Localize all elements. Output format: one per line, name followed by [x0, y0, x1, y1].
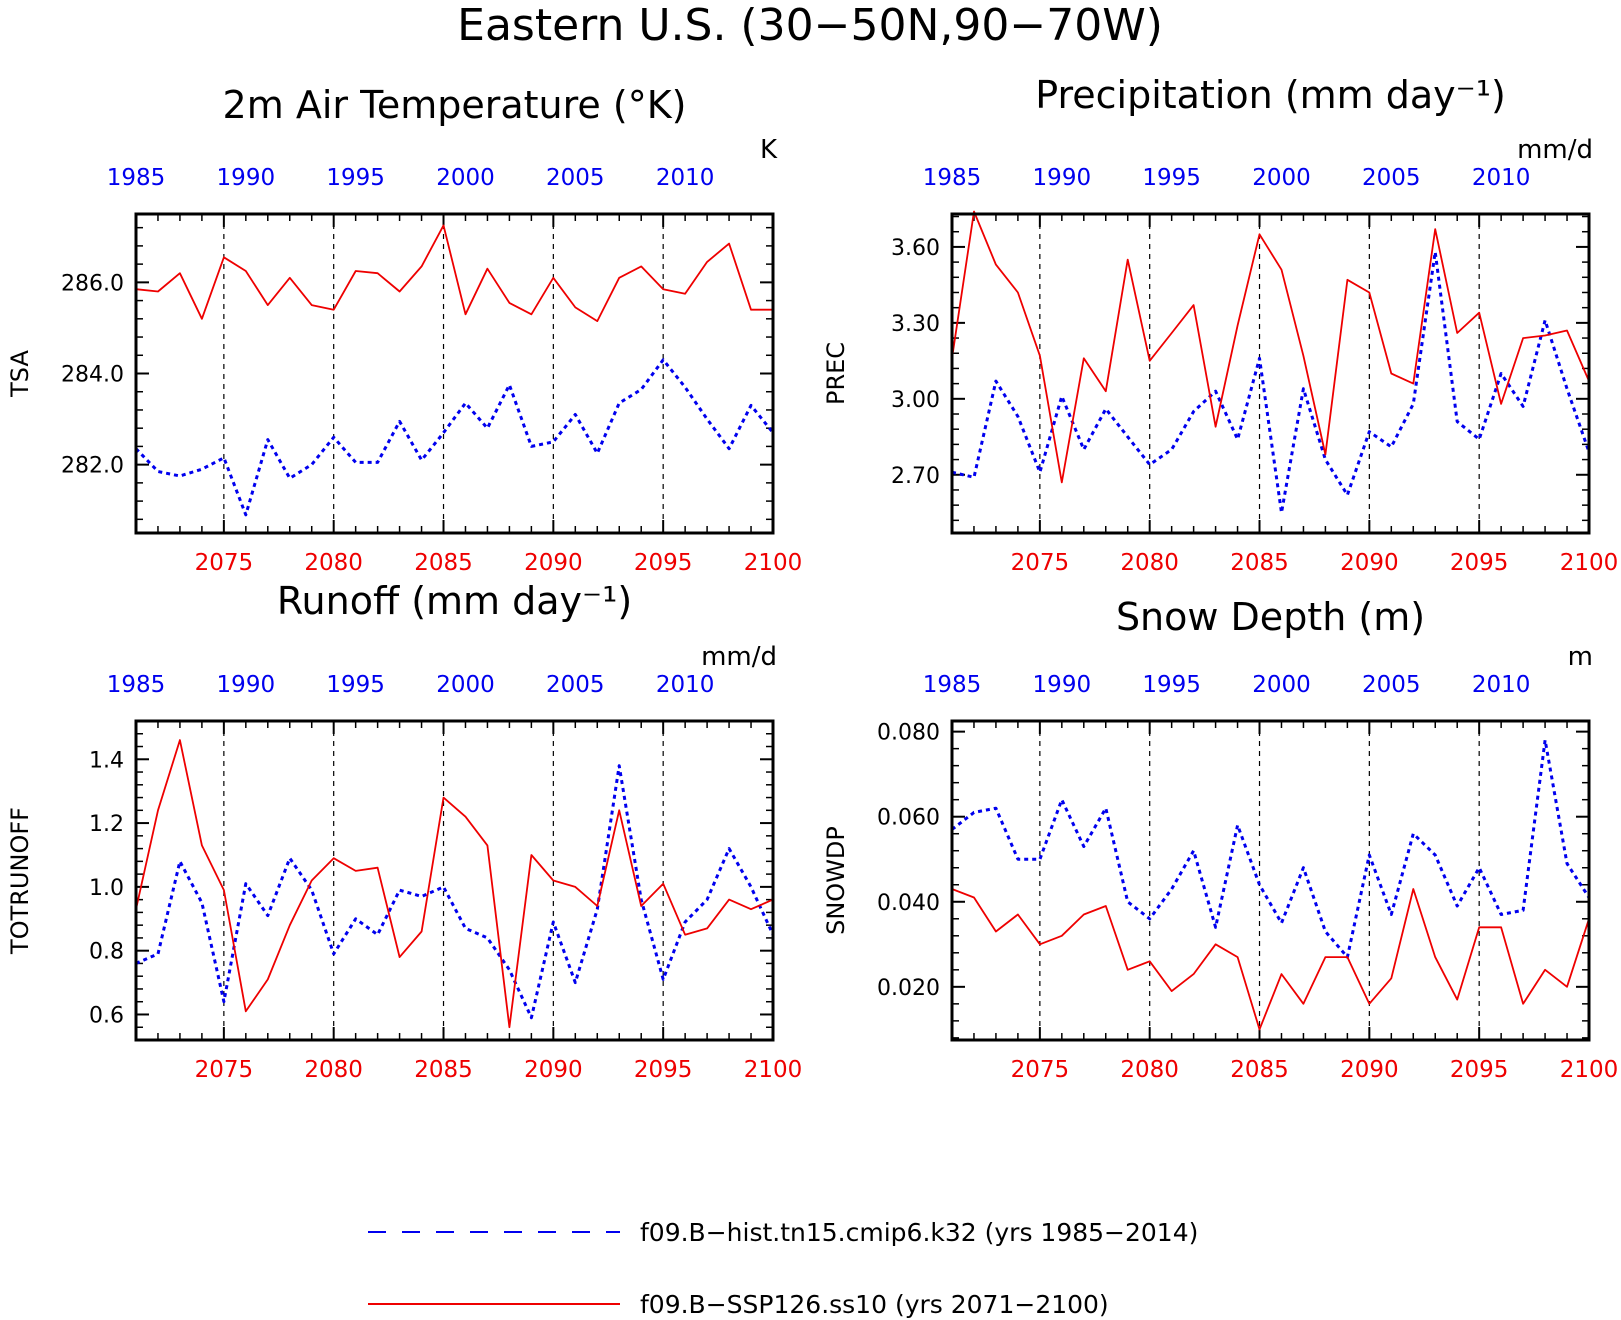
x-tick-label-top: 2000: [1252, 165, 1311, 191]
y-tick-label: 0.6: [89, 1003, 124, 1028]
y-tick-label: 3.30: [891, 312, 940, 337]
x-tick-label-bottom: 2095: [634, 550, 693, 576]
x-tick-label-top: 2010: [1472, 165, 1531, 191]
y-tick-label: 3.60: [891, 236, 940, 261]
y-tick-label: 0.040: [877, 891, 940, 916]
series-line-hist: [951, 250, 1591, 515]
x-tick-label-bottom: 2090: [1340, 1057, 1399, 1083]
x-tick-label-bottom: 2085: [414, 1057, 473, 1083]
units-label: K: [760, 135, 778, 165]
y-tick-label: 2.70: [891, 464, 940, 489]
x-tick-label-top: 2010: [1472, 672, 1531, 698]
panel-air-temperature: 2m Air Temperature (°K) K TSA 2075 2080 2085 2…: [6, 83, 802, 576]
x-tick-label-top: 1995: [1142, 672, 1201, 698]
x-tick-label-bottom: 2090: [1340, 550, 1399, 576]
x-tick-label-bottom: 2075: [195, 1057, 254, 1083]
y-tick-label: 282.0: [61, 454, 124, 479]
x-tick-label-bottom: 2075: [1011, 1057, 1070, 1083]
x-tick-label-bottom: 2080: [1120, 550, 1179, 576]
x-tick-label-top: 1990: [217, 165, 276, 191]
y-axis-label: SNOWDP: [822, 826, 850, 935]
units-label: mm/d: [1517, 135, 1593, 165]
y-tick-label: 1.0: [89, 876, 124, 901]
x-tick-label-top: 1985: [923, 165, 982, 191]
x-tick-label-bottom: 2090: [524, 1057, 583, 1083]
y-axis-label: TSA: [6, 350, 34, 398]
x-tick-label-bottom: 2100: [1560, 550, 1619, 576]
series-line-ssp: [135, 224, 773, 323]
plot-frame: [134, 212, 775, 535]
units-label: mm/d: [701, 642, 777, 672]
x-tick-label-top: 2005: [1362, 165, 1421, 191]
x-tick-label-bottom: 2090: [524, 550, 583, 576]
y-tick-label: 1.4: [89, 748, 124, 773]
x-tick-label-top: 1985: [923, 672, 982, 698]
y-tick-label: 0.8: [89, 940, 124, 965]
y-axis-label: PREC: [822, 342, 850, 405]
x-tick-label-bottom: 2100: [1560, 1057, 1619, 1083]
panel-title: Precipitation (mm day⁻¹): [1035, 73, 1506, 117]
x-tick-label-bottom: 2080: [304, 1057, 363, 1083]
x-tick-label-top: 2005: [546, 165, 605, 191]
x-tick-label-top: 2005: [1362, 672, 1421, 698]
plot-frame: [134, 719, 775, 1042]
y-axis-label: TOTRUNOFF: [6, 807, 34, 955]
legend-hist-label: f09.B−hist.tn15.cmip6.k32 (yrs 1985−2014…: [640, 1218, 1198, 1247]
panel-snow-depth: Snow Depth (m) m SNOWDP 2075 2080 2085 2090 209…: [822, 595, 1618, 1083]
x-tick-label-bottom: 2095: [1450, 1057, 1509, 1083]
y-tick-label: 0.020: [877, 976, 940, 1001]
x-tick-label-top: 1995: [326, 672, 385, 698]
series-line-hist: [134, 358, 775, 517]
panel-title: 2m Air Temperature (°K): [223, 83, 687, 127]
x-tick-label-bottom: 2095: [1450, 550, 1509, 576]
y-tick-label: 286.0: [61, 271, 124, 296]
x-tick-label-top: 1995: [1142, 165, 1201, 191]
panel-title: Snow Depth (m): [1116, 595, 1425, 639]
x-tick-label-top: 2010: [656, 165, 715, 191]
x-tick-label-top: 1990: [217, 672, 276, 698]
series-line-ssp: [951, 888, 1590, 1031]
legend: f09.B−hist.tn15.cmip6.k32 (yrs 1985−2014…: [368, 1218, 1198, 1319]
panel-runoff: Runoff (mm day⁻¹) mm/d TOTRUNOFF 2075 2080 20…: [6, 579, 802, 1083]
x-tick-label-top: 1990: [1033, 165, 1092, 191]
y-tick-label: 1.2: [89, 812, 124, 837]
x-tick-label-top: 2000: [436, 672, 495, 698]
x-tick-label-bottom: 2080: [1120, 1057, 1179, 1083]
y-tick-label: 0.080: [877, 721, 940, 746]
series-line-ssp: [951, 210, 1590, 484]
series-line-ssp: [135, 739, 774, 1029]
y-tick-label: 0.060: [877, 806, 940, 831]
x-tick-label-bottom: 2085: [414, 550, 473, 576]
x-tick-label-bottom: 2085: [1230, 550, 1289, 576]
y-tick-label: 3.00: [891, 388, 940, 413]
panel-precipitation: Precipitation (mm day⁻¹) mm/d PREC 2075 2080…: [822, 73, 1618, 576]
x-tick-label-bottom: 2095: [634, 1057, 693, 1083]
x-tick-label-top: 1995: [326, 165, 385, 191]
x-tick-label-top: 2000: [436, 165, 495, 191]
x-tick-label-bottom: 2075: [195, 550, 254, 576]
x-tick-label-bottom: 2085: [1230, 1057, 1289, 1083]
legend-ssp-label: f09.B−SSP126.ss10 (yrs 2071−2100): [640, 1290, 1109, 1319]
x-tick-label-top: 1985: [107, 165, 166, 191]
x-tick-label-top: 1985: [107, 672, 166, 698]
units-label: m: [1568, 642, 1593, 672]
x-tick-label-bottom: 2100: [744, 1057, 803, 1083]
plot-frame: [950, 719, 1591, 1042]
panel-title: Runoff (mm day⁻¹): [277, 579, 632, 623]
x-tick-label-top: 2010: [656, 672, 715, 698]
main-title: Eastern U.S. (30−50N,90−70W): [457, 0, 1163, 51]
plot-frame: [950, 212, 1591, 535]
series-line-hist: [951, 738, 1591, 959]
x-tick-label-bottom: 2100: [744, 550, 803, 576]
x-tick-label-top: 1990: [1033, 672, 1092, 698]
series-line-hist: [135, 764, 775, 1020]
x-tick-label-bottom: 2080: [304, 550, 363, 576]
x-tick-label-bottom: 2075: [1011, 550, 1070, 576]
x-tick-label-top: 2000: [1252, 672, 1311, 698]
x-tick-label-top: 2005: [546, 672, 605, 698]
y-tick-label: 284.0: [61, 363, 124, 388]
